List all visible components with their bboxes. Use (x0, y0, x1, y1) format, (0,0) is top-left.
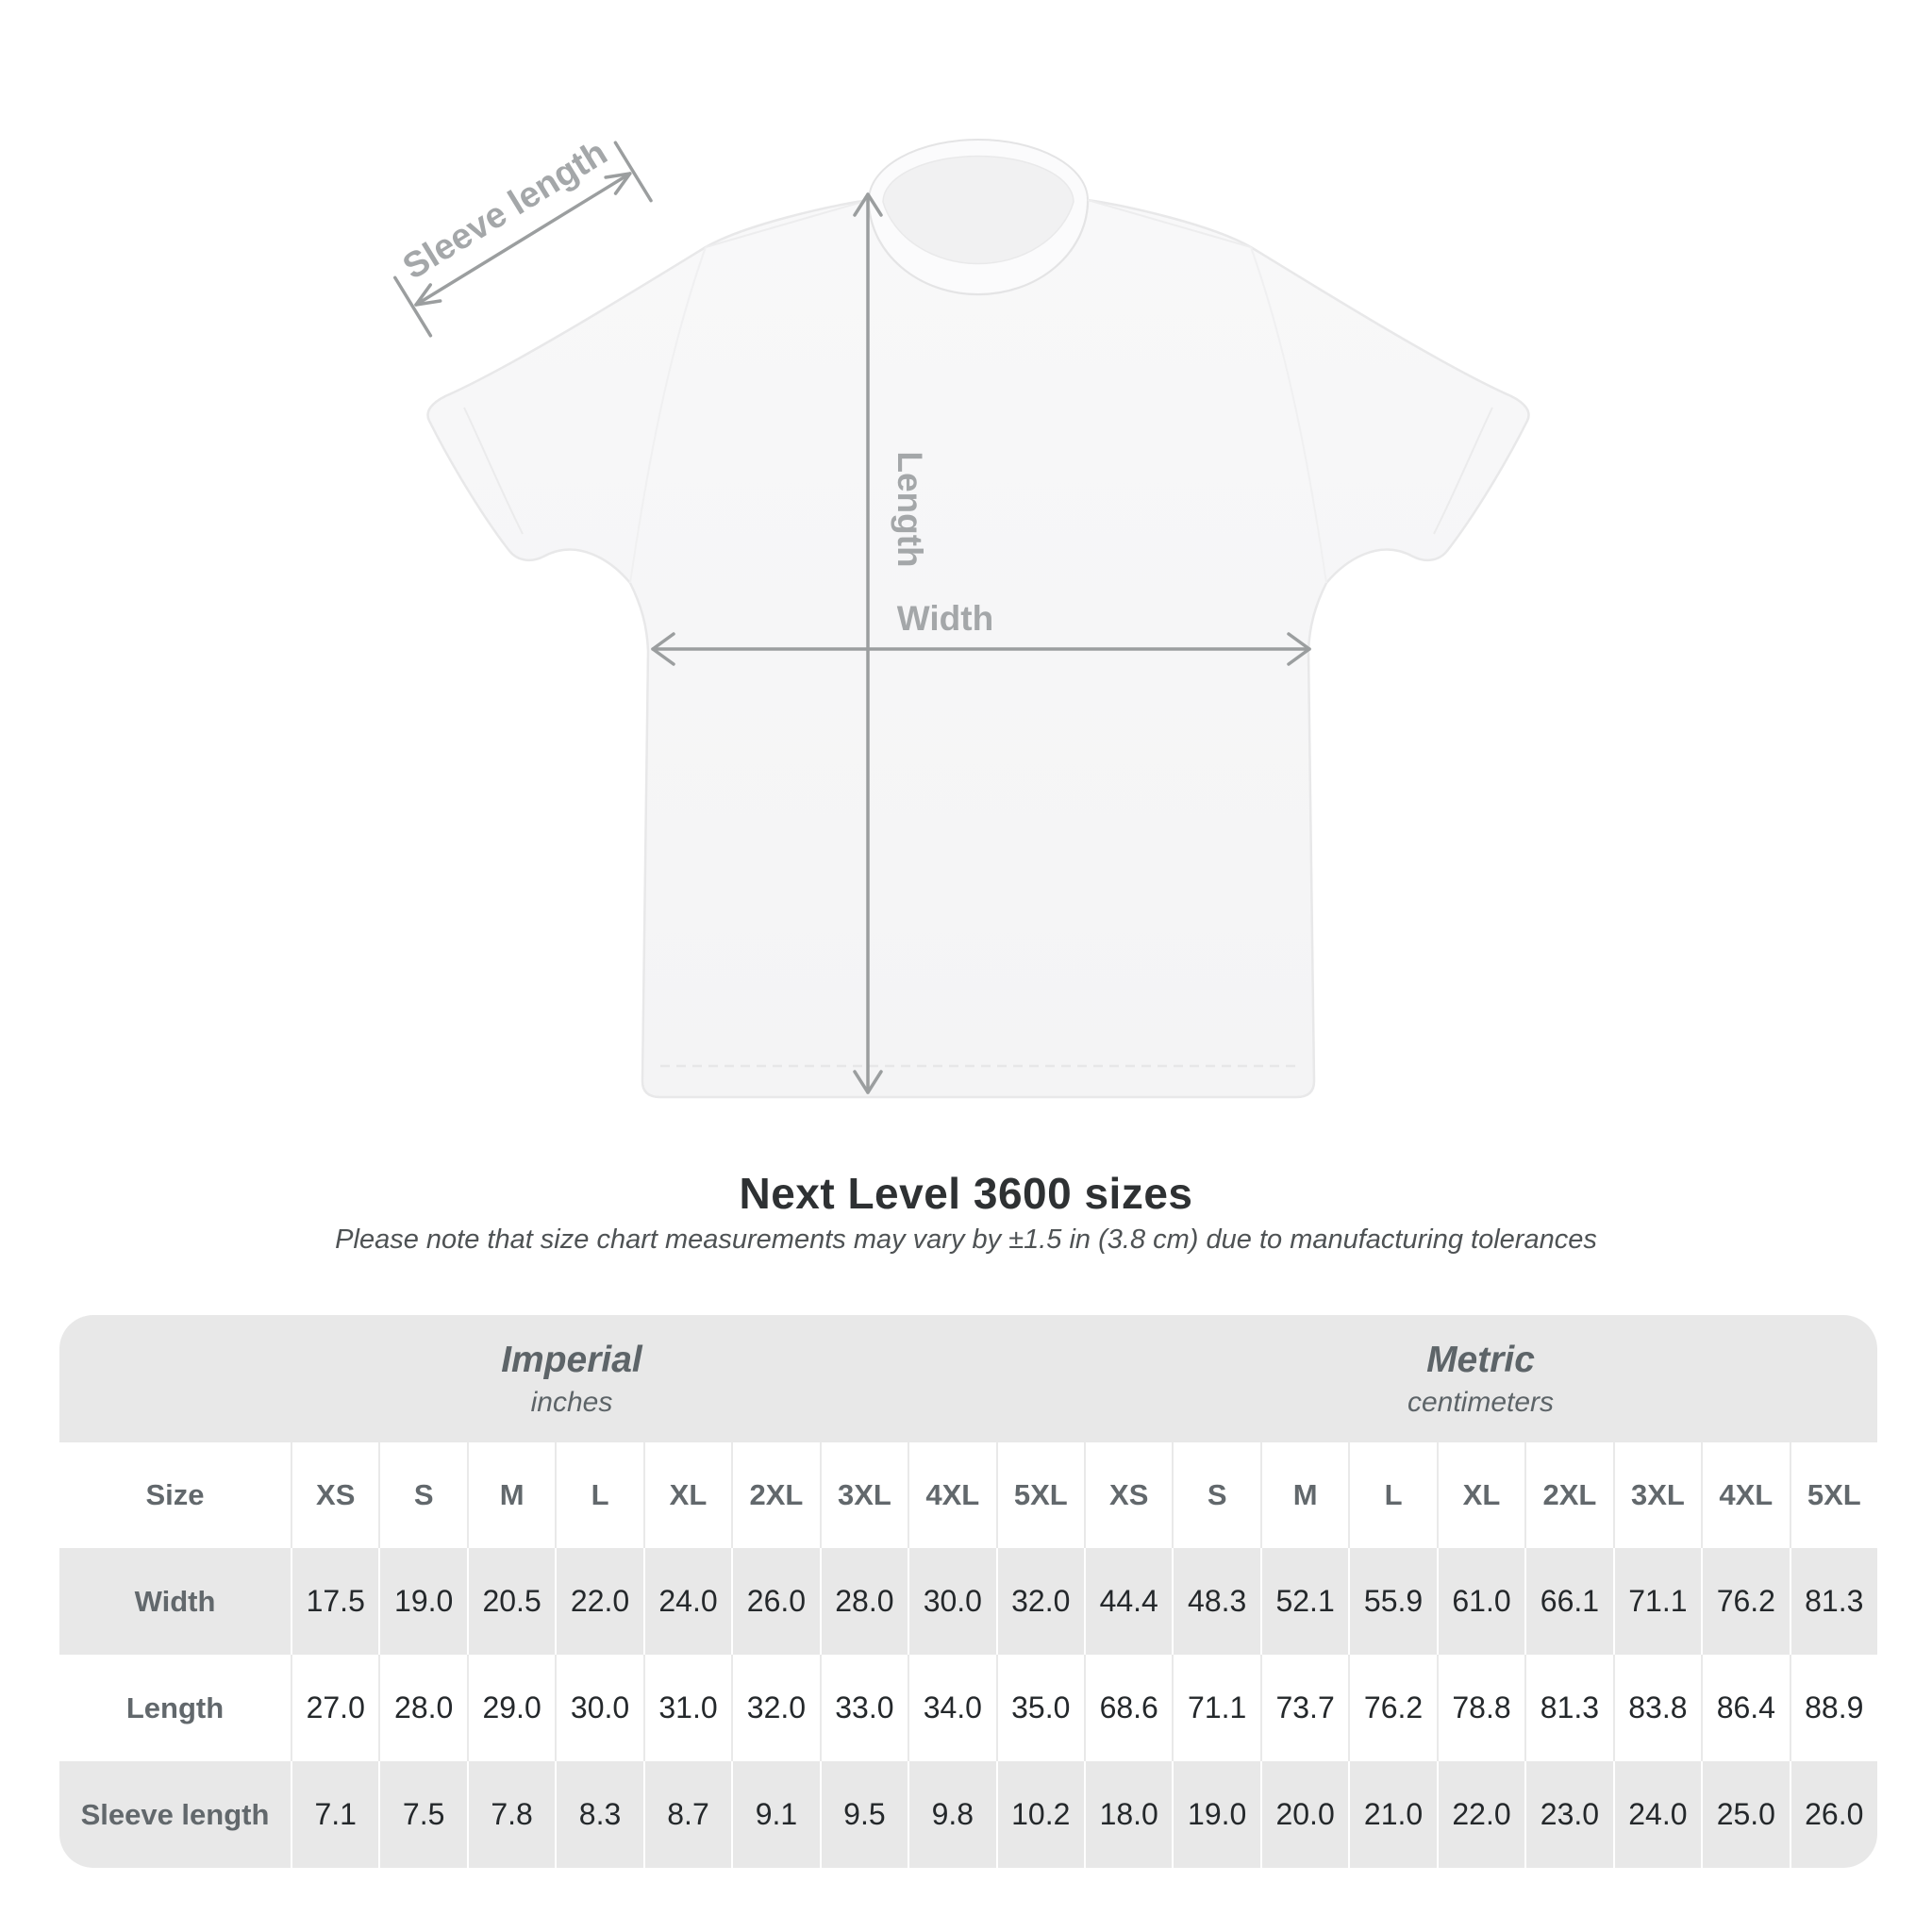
value-cell-metric: 19.0 (1172, 1761, 1259, 1868)
value-cell-metric: 71.1 (1612, 1548, 1701, 1655)
size-header-metric-l: L (1348, 1442, 1436, 1548)
value-cell-metric: 26.0 (1789, 1761, 1877, 1868)
sleeve-length-label: Sleeve length (396, 133, 614, 288)
value-cell-imperial: 28.0 (819, 1548, 908, 1655)
size-header-imperial-5xl: 5XL (995, 1442, 1084, 1548)
value-cell-imperial: 17.5 (291, 1548, 378, 1655)
value-cell-imperial: 7.1 (291, 1761, 378, 1868)
value-cell-metric: 18.0 (1083, 1761, 1172, 1868)
value-cell-imperial: 19.0 (378, 1548, 466, 1655)
size-header-metric-2xl: 2XL (1524, 1442, 1612, 1548)
value-cell-imperial: 32.0 (731, 1655, 819, 1761)
value-cell-imperial: 8.7 (642, 1761, 731, 1868)
value-cell-imperial: 24.0 (642, 1548, 731, 1655)
value-cell-metric: 52.1 (1259, 1548, 1348, 1655)
value-cell-metric: 25.0 (1701, 1761, 1789, 1868)
value-cell-imperial: 8.3 (555, 1761, 642, 1868)
size-header-metric-xl: XL (1436, 1442, 1524, 1548)
value-cell-metric: 78.8 (1436, 1655, 1524, 1761)
value-cell-imperial: 7.5 (378, 1761, 466, 1868)
value-cell-metric: 76.2 (1348, 1655, 1436, 1761)
size-header-imperial-l: L (555, 1442, 642, 1548)
size-header-imperial-s: S (378, 1442, 466, 1548)
value-cell-metric: 88.9 (1789, 1655, 1877, 1761)
value-cell-imperial: 10.2 (995, 1761, 1084, 1868)
value-cell-imperial: 32.0 (995, 1548, 1084, 1655)
size-header-metric-s: S (1172, 1442, 1259, 1548)
value-cell-metric: 81.3 (1524, 1655, 1612, 1761)
row-label: Sleeve length (80, 1797, 270, 1831)
size-header-metric-m: M (1259, 1442, 1348, 1548)
size-header-imperial-4xl: 4XL (908, 1442, 995, 1548)
length-label: Length (891, 451, 929, 567)
value-cell-metric: 44.4 (1083, 1548, 1172, 1655)
value-cell-imperial: 7.8 (466, 1761, 555, 1868)
length-arrow (853, 192, 883, 1094)
size-header-metric-5xl: 5XL (1789, 1442, 1877, 1548)
value-cell-metric: 55.9 (1348, 1548, 1436, 1655)
size-header-imperial-3xl: 3XL (819, 1442, 908, 1548)
collar-inner (882, 155, 1074, 265)
value-cell-metric: 22.0 (1436, 1761, 1524, 1868)
value-cell-imperial: 28.0 (378, 1655, 466, 1761)
value-cell-imperial: 30.0 (908, 1548, 995, 1655)
value-cell-imperial: 22.0 (555, 1548, 642, 1655)
page-title: Next Level 3600 sizes (739, 1169, 1193, 1218)
value-cell-imperial: 27.0 (291, 1655, 378, 1761)
value-cell-imperial: 26.0 (731, 1548, 819, 1655)
value-cell-metric: 66.1 (1524, 1548, 1612, 1655)
unit-group-imperial: Imperial inches (59, 1315, 1084, 1442)
value-cell-metric: 86.4 (1701, 1655, 1789, 1761)
row-label: Width (134, 1584, 216, 1618)
width-arrow (651, 632, 1311, 666)
size-header-metric-xs: XS (1083, 1442, 1172, 1548)
value-cell-imperial: 9.8 (908, 1761, 995, 1868)
size-header-imperial-m: M (466, 1442, 555, 1548)
value-cell-metric: 24.0 (1612, 1761, 1701, 1868)
size-header-imperial-xl: XL (642, 1442, 731, 1548)
size-header-imperial-xs: XS (291, 1442, 378, 1548)
value-cell-metric: 76.2 (1701, 1548, 1789, 1655)
value-cell-metric: 20.0 (1259, 1761, 1348, 1868)
unit-imperial-label: Imperial (501, 1339, 642, 1380)
value-cell-metric: 68.6 (1083, 1655, 1172, 1761)
value-cell-metric: 21.0 (1348, 1761, 1436, 1868)
value-cell-metric: 83.8 (1612, 1655, 1701, 1761)
value-cell-imperial: 33.0 (819, 1655, 908, 1761)
size-corner-header: Size (145, 1478, 205, 1511)
value-cell-metric: 23.0 (1524, 1761, 1612, 1868)
value-cell-metric: 73.7 (1259, 1655, 1348, 1761)
value-cell-imperial: 20.5 (466, 1548, 555, 1655)
unit-imperial-sublabel: inches (530, 1386, 613, 1418)
size-header-metric-3xl: 3XL (1612, 1442, 1701, 1548)
unit-metric-label: Metric (1426, 1339, 1535, 1380)
value-cell-imperial: 35.0 (995, 1655, 1084, 1761)
value-cell-imperial: 34.0 (908, 1655, 995, 1761)
table-row: Size XS S M L XL 2XL 3XL 4XL 5XL XS S M L XL 2XL 3XL 4XL 5… (59, 1442, 1877, 1548)
size-table: Imperial inches Metric centimeters Size X… (59, 1315, 1877, 1868)
value-cell-metric: 71.1 (1172, 1655, 1259, 1761)
value-cell-imperial: 29.0 (466, 1655, 555, 1761)
unit-header-band: Imperial inches Metric centimeters (59, 1315, 1877, 1442)
table-row: Width 17.5 19.0 20.5 22.0 24.0 26.0 28.0 30.0 32.… (59, 1548, 1877, 1655)
tshirt-diagram: Sleeve length Length Width (393, 133, 1530, 1099)
unit-metric-sublabel: centimeters (1407, 1386, 1555, 1418)
row-label: Length (125, 1690, 225, 1724)
width-label: Width (897, 599, 993, 638)
value-cell-metric: 81.3 (1789, 1548, 1877, 1655)
value-cell-imperial: 9.1 (731, 1761, 819, 1868)
page-subtitle: Please note that size chart measurements… (335, 1224, 1597, 1255)
table-row: Length 27.0 28.0 29.0 30.0 31.0 32.0 33.0 34.0 35… (59, 1655, 1877, 1761)
size-header-metric-4xl: 4XL (1701, 1442, 1789, 1548)
value-cell-imperial: 31.0 (642, 1655, 731, 1761)
table-row: Sleeve length 7.1 7.5 7.8 8.3 8.7 9.1 9.5 9.8 10.… (59, 1761, 1877, 1868)
value-cell-metric: 48.3 (1172, 1548, 1259, 1655)
size-header-imperial-2xl: 2XL (731, 1442, 819, 1548)
unit-group-metric: Metric centimeters (1084, 1315, 1877, 1442)
value-cell-metric: 61.0 (1436, 1548, 1524, 1655)
size-grid: Size XS S M L XL 2XL 3XL 4XL 5XL XS S M L XL 2XL 3XL 4XL 5… (59, 1442, 1877, 1868)
value-cell-imperial: 30.0 (555, 1655, 642, 1761)
value-cell-imperial: 9.5 (819, 1761, 908, 1868)
